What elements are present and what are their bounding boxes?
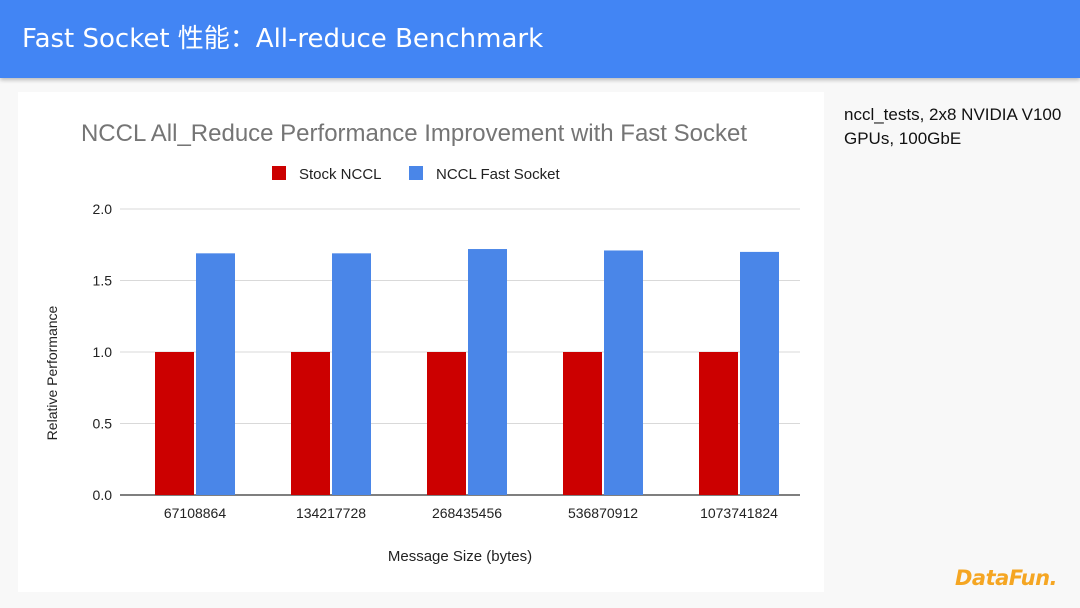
y-tick-label: 0.5 xyxy=(93,416,113,432)
bar-nccl-fast-socket xyxy=(468,249,507,495)
bar-nccl-fast-socket xyxy=(604,250,643,495)
bar-stock-nccl xyxy=(699,352,738,495)
x-tick-label: 67108864 xyxy=(164,505,227,521)
x-tick-labels: 67108864 134217728 268435456 536870912 10737… xyxy=(164,505,778,521)
y-tick-label: 1.5 xyxy=(93,273,113,289)
legend-swatch-fast xyxy=(409,166,423,180)
chart-card: NCCL All_Reduce Performance Improvement … xyxy=(18,92,824,592)
bar-stock-nccl xyxy=(155,352,194,495)
y-tick-label: 0.0 xyxy=(93,487,113,503)
bar-stock-nccl xyxy=(291,352,330,495)
y-tick-label: 2.0 xyxy=(93,201,113,217)
x-tick-label: 1073741824 xyxy=(700,505,778,521)
y-axis-label: Relative Performance xyxy=(44,305,60,440)
y-tick-labels: 0.0 0.5 1.0 1.5 2.0 xyxy=(93,201,113,503)
slide-title: Fast Socket 性能：All-reduce Benchmark xyxy=(22,24,544,54)
bar-stock-nccl xyxy=(563,352,602,495)
y-tick-label: 1.0 xyxy=(93,344,113,360)
datafun-logo: DataFun. xyxy=(955,563,1058,593)
bar-stock-nccl xyxy=(427,352,466,495)
chart-title: NCCL All_Reduce Performance Improvement … xyxy=(81,120,747,147)
logo-text: DataFun. xyxy=(955,566,1058,590)
legend-label-fast: NCCL Fast Socket xyxy=(436,166,560,183)
legend: Stock NCCL NCCL Fast Socket xyxy=(272,166,560,183)
x-tick-label: 536870912 xyxy=(568,505,638,521)
bar-nccl-fast-socket xyxy=(332,253,371,495)
slide-header: Fast Socket 性能：All-reduce Benchmark xyxy=(0,0,1080,78)
bars xyxy=(155,249,779,495)
x-tick-label: 134217728 xyxy=(296,505,366,521)
legend-label-stock: Stock NCCL xyxy=(299,166,382,183)
bar-chart: NCCL All_Reduce Performance Improvement … xyxy=(44,120,800,565)
x-axis-label: Message Size (bytes) xyxy=(388,548,532,565)
bar-nccl-fast-socket xyxy=(196,253,235,495)
bar-nccl-fast-socket xyxy=(740,251,779,495)
x-tick-label: 268435456 xyxy=(432,505,502,521)
benchmark-note: nccl_tests, 2x8 NVIDIA V100 GPUs, 100GbE xyxy=(844,105,1062,148)
legend-swatch-stock xyxy=(272,166,286,180)
